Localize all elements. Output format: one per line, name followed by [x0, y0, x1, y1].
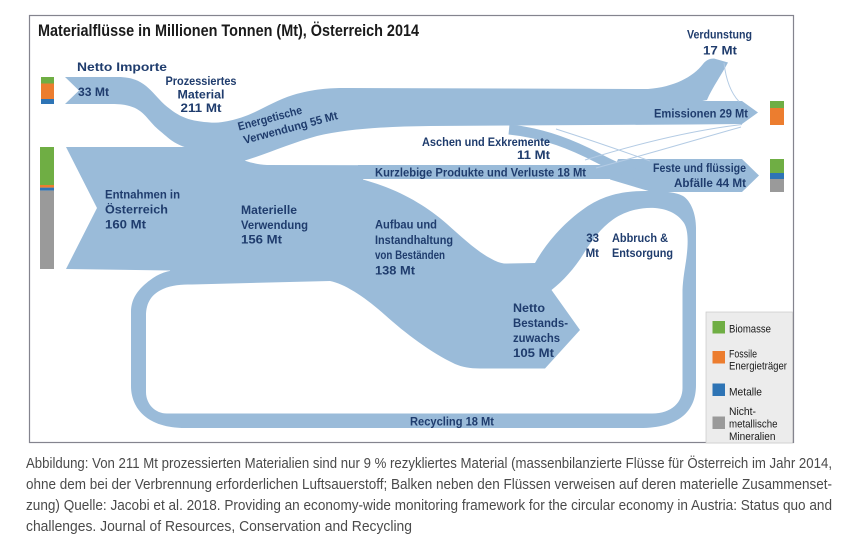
svg-text:Materialflüsse in Millionen To: Materialflüsse in Millionen Tonnen (Mt),…	[38, 21, 420, 40]
svg-text:Prozessiertes: Prozessiertes	[166, 76, 237, 88]
svg-text:Bestands-: Bestands-	[513, 318, 568, 330]
svg-text:Metalle: Metalle	[729, 387, 762, 399]
svg-text:138 Mt: 138 Mt	[375, 266, 415, 278]
svg-text:156 Mt: 156 Mt	[241, 235, 282, 247]
svg-text:Entsorgung: Entsorgung	[612, 248, 673, 260]
svg-text:Material: Material	[178, 90, 225, 102]
svg-text:Aschen und Exkremente: Aschen und Exkremente	[422, 137, 550, 149]
svg-text:Recycling 18 Mt: Recycling 18 Mt	[410, 417, 494, 429]
svg-text:Entnahmen in: Entnahmen in	[105, 190, 180, 202]
svg-text:105 Mt: 105 Mt	[513, 348, 554, 360]
svg-text:Netto: Netto	[513, 303, 545, 315]
svg-text:Aufbau und: Aufbau und	[375, 220, 437, 232]
svg-text:Verwendung: Verwendung	[241, 220, 308, 232]
svg-text:Verdunstung: Verdunstung	[687, 30, 752, 42]
svg-text:160 Mt: 160 Mt	[105, 220, 146, 232]
svg-text:zung) Quelle: Jacobi et al. 20: zung) Quelle: Jacobi et al. 2018. Provid…	[26, 497, 832, 514]
svg-text:Emissionen 29 Mt: Emissionen 29 Mt	[654, 109, 748, 121]
svg-text:Instandhaltung: Instandhaltung	[375, 235, 453, 247]
svg-text:Kurzlebige Produkte und Verlus: Kurzlebige Produkte und Verluste 18 Mt	[375, 168, 586, 180]
svg-text:17 Mt: 17 Mt	[703, 46, 737, 58]
svg-text:Nicht-: Nicht-	[729, 406, 756, 418]
svg-text:Fossile: Fossile	[729, 349, 757, 361]
svg-text:Abbildung: Von 211 Mt prozessi: Abbildung: Von 211 Mt prozessierten Mate…	[26, 454, 832, 472]
svg-text:211 Mt: 211 Mt	[181, 103, 222, 115]
svg-text:Mineralien: Mineralien	[729, 431, 776, 443]
svg-text:Österreich: Österreich	[105, 204, 168, 217]
svg-text:von Beständen: von Beständen	[375, 250, 445, 262]
svg-text:Netto Importe: Netto Importe	[77, 62, 167, 74]
svg-text:Abbruch &: Abbruch &	[612, 233, 668, 245]
svg-text:Mt: Mt	[586, 248, 600, 260]
svg-text:Feste und flüssige: Feste und flüssige	[653, 163, 746, 175]
svg-text:11 Mt: 11 Mt	[517, 150, 550, 162]
svg-text:Materielle: Materielle	[241, 205, 297, 217]
svg-text:zuwachs: zuwachs	[513, 333, 560, 345]
svg-text:33 Mt: 33 Mt	[78, 87, 109, 99]
svg-text:Energieträger: Energieträger	[729, 361, 787, 373]
svg-text:challenges. Journal of Resourc: challenges. Journal of Resources, Conser…	[26, 518, 412, 535]
svg-text:Abfälle 44 Mt: Abfälle 44 Mt	[674, 178, 746, 190]
svg-text:Biomasse: Biomasse	[729, 324, 771, 336]
svg-text:metallische: metallische	[729, 419, 778, 431]
svg-text:33: 33	[586, 233, 599, 245]
svg-text:ohne dem bei der Verbrennung e: ohne dem bei der Verbrennung erforderlic…	[26, 476, 832, 493]
